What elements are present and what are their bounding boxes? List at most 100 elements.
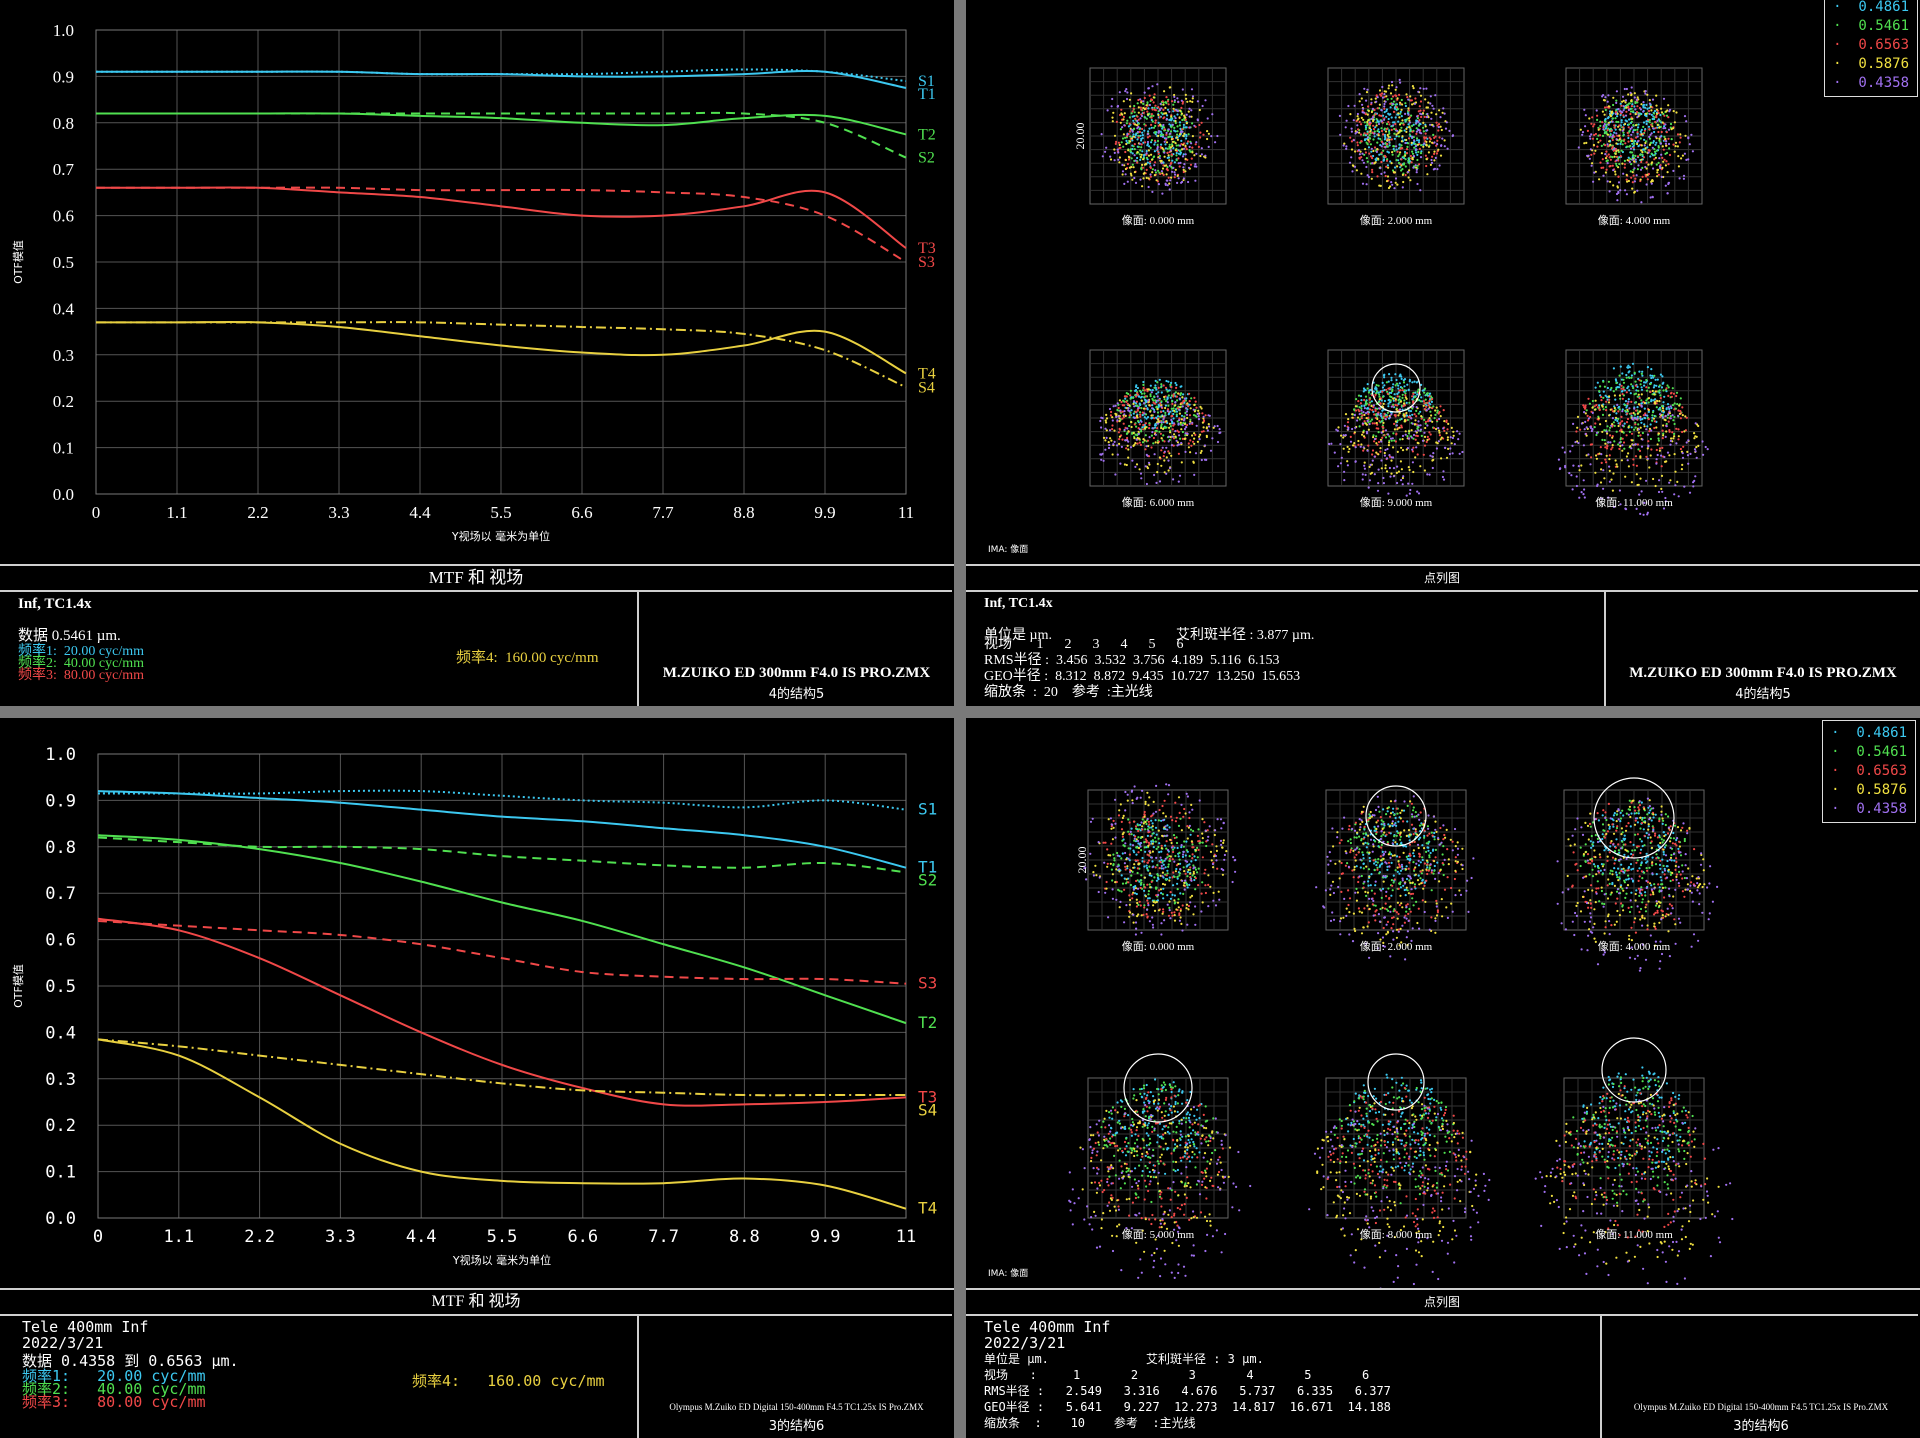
spot-point	[1379, 184, 1382, 187]
spot-point	[1640, 404, 1643, 407]
spot-point	[1630, 86, 1633, 89]
spot-point	[1607, 153, 1610, 156]
legend-entry: · 0.4861	[1833, 0, 1909, 15]
spot-point	[1646, 433, 1650, 436]
spot-point	[1662, 381, 1665, 384]
spot-point	[1396, 97, 1399, 100]
freq1-label: 频率1: 20.00 cyc/mm	[22, 1367, 206, 1385]
spot-point	[1371, 409, 1374, 412]
spot-point	[1188, 115, 1191, 118]
spot-point	[1386, 164, 1389, 167]
spot-point	[1608, 454, 1611, 457]
spot-point	[1207, 423, 1210, 426]
spot-point	[1439, 125, 1442, 128]
spot-point	[1165, 420, 1168, 423]
spot-point	[1364, 148, 1367, 151]
spot-point	[1428, 438, 1431, 441]
spot-point	[1425, 164, 1428, 168]
spot-point	[1636, 189, 1639, 192]
spot-point	[1144, 141, 1147, 144]
spot-point	[1181, 102, 1184, 105]
spot-point	[1134, 465, 1137, 468]
spot-point	[1153, 473, 1156, 477]
spot-point	[1630, 163, 1633, 166]
spot-point	[1608, 429, 1611, 432]
spot-point	[1132, 107, 1135, 110]
spot-point	[1437, 126, 1440, 129]
spot-point	[1142, 423, 1145, 427]
spot-point	[1613, 394, 1616, 397]
spot-point	[1380, 151, 1383, 154]
spot-point	[1388, 455, 1392, 458]
spot-point	[1184, 450, 1187, 453]
spot-point	[1654, 143, 1657, 146]
spot-point	[1386, 392, 1389, 395]
spot-point	[1665, 140, 1668, 143]
x-tick-label: 0	[92, 503, 101, 522]
spot-point	[1360, 417, 1363, 420]
spot-point	[1150, 391, 1153, 394]
spot-point	[1156, 899, 1159, 902]
spot-point	[1372, 390, 1375, 393]
spot-point	[1351, 413, 1354, 416]
spot-point	[1663, 395, 1666, 398]
spot-point	[1183, 422, 1187, 426]
spot-point	[1132, 402, 1135, 405]
spot-point	[1647, 163, 1650, 166]
spot-point	[1403, 404, 1407, 407]
spot-point	[1400, 140, 1403, 143]
spot-point	[1396, 419, 1399, 422]
spot-point	[1646, 513, 1649, 516]
spot-point	[1606, 106, 1609, 109]
spot-point	[1141, 150, 1144, 153]
spot-point	[1660, 386, 1664, 389]
spot-point	[1688, 491, 1692, 494]
spot-point	[1189, 451, 1192, 454]
spot-point	[1616, 112, 1619, 115]
spot-point	[1664, 137, 1667, 140]
spot-point	[1627, 105, 1630, 108]
spot-point	[1139, 178, 1142, 181]
spot-point	[1667, 142, 1671, 146]
spot-point	[1626, 180, 1629, 183]
spot-point	[1137, 433, 1140, 436]
spot-point	[1383, 434, 1386, 437]
spot-point	[1183, 840, 1186, 843]
spot-point	[1642, 132, 1645, 135]
spot-point	[1390, 472, 1393, 475]
spot-point	[1673, 121, 1676, 124]
spot-point	[1440, 457, 1443, 460]
spot-point	[1181, 88, 1184, 91]
spot-point	[1629, 147, 1633, 150]
spot-point	[1669, 415, 1672, 418]
spot-point	[1648, 128, 1651, 131]
spot-point	[1161, 135, 1165, 138]
spot-point	[1581, 133, 1584, 136]
spot-point	[1189, 418, 1192, 421]
spot-point	[1142, 383, 1145, 386]
spot-point	[1175, 151, 1178, 155]
spot-point	[1142, 177, 1145, 180]
spot-point	[1123, 395, 1126, 398]
spot-point	[1633, 105, 1636, 108]
spot-point	[1380, 127, 1383, 130]
spot-point	[1400, 468, 1403, 471]
spot-point	[1382, 159, 1385, 162]
spot-point	[1177, 100, 1180, 103]
spot-point	[1122, 133, 1125, 136]
spot-point	[1648, 149, 1651, 152]
spot-point	[1142, 380, 1145, 384]
spot-point	[1599, 161, 1602, 164]
spot-point	[1619, 102, 1622, 105]
spot-point	[1171, 143, 1174, 146]
spot-point	[1423, 387, 1427, 390]
spot-point	[1339, 133, 1342, 136]
spot-point	[1662, 424, 1665, 427]
spot-point	[1379, 93, 1382, 96]
spot-point	[1372, 138, 1375, 141]
spot-point	[1423, 444, 1427, 447]
spot-point	[1594, 149, 1597, 152]
spot-point	[1376, 107, 1379, 110]
spot-point	[1157, 131, 1160, 134]
spot-point	[1141, 127, 1144, 131]
